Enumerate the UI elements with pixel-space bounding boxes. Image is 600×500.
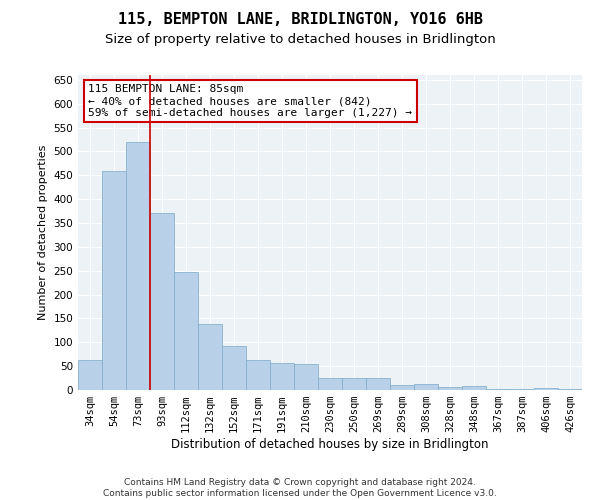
Bar bbox=[198, 324, 222, 390]
Bar bbox=[222, 346, 246, 390]
Bar bbox=[150, 214, 174, 390]
Bar bbox=[414, 384, 438, 390]
Bar bbox=[438, 387, 462, 390]
Bar bbox=[486, 388, 510, 390]
Text: 115, BEMPTON LANE, BRIDLINGTON, YO16 6HB: 115, BEMPTON LANE, BRIDLINGTON, YO16 6HB bbox=[118, 12, 482, 28]
X-axis label: Distribution of detached houses by size in Bridlington: Distribution of detached houses by size … bbox=[171, 438, 489, 451]
Bar bbox=[318, 378, 342, 390]
Text: Contains HM Land Registry data © Crown copyright and database right 2024.
Contai: Contains HM Land Registry data © Crown c… bbox=[103, 478, 497, 498]
Bar bbox=[246, 360, 270, 390]
Text: 115 BEMPTON LANE: 85sqm
← 40% of detached houses are smaller (842)
59% of semi-d: 115 BEMPTON LANE: 85sqm ← 40% of detache… bbox=[88, 84, 412, 117]
Bar bbox=[102, 172, 126, 390]
Text: Size of property relative to detached houses in Bridlington: Size of property relative to detached ho… bbox=[104, 32, 496, 46]
Bar bbox=[510, 388, 534, 390]
Bar bbox=[534, 388, 558, 390]
Bar bbox=[342, 378, 366, 390]
Bar bbox=[270, 363, 294, 390]
Bar bbox=[294, 364, 318, 390]
Y-axis label: Number of detached properties: Number of detached properties bbox=[38, 145, 48, 320]
Bar bbox=[78, 360, 102, 390]
Bar bbox=[174, 272, 198, 390]
Bar bbox=[126, 142, 150, 390]
Bar bbox=[462, 386, 486, 390]
Bar bbox=[558, 388, 582, 390]
Bar bbox=[390, 385, 414, 390]
Bar bbox=[366, 378, 390, 390]
